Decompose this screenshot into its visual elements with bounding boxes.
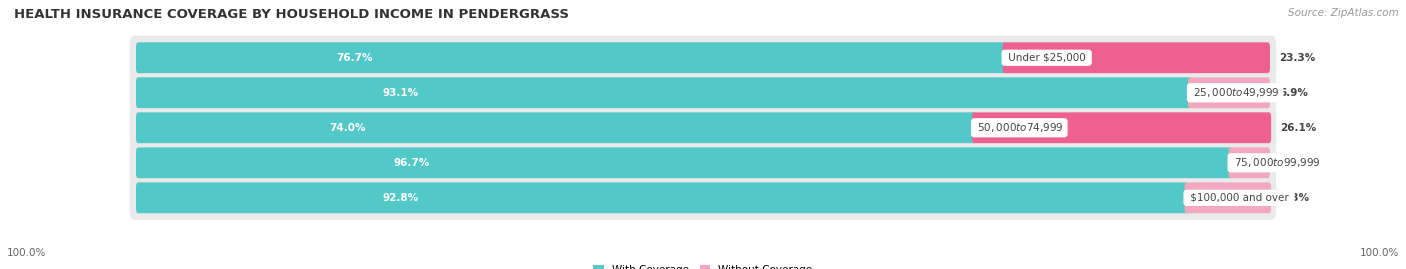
Text: 74.0%: 74.0%: [329, 123, 366, 133]
Text: Source: ZipAtlas.com: Source: ZipAtlas.com: [1288, 8, 1399, 18]
Text: 96.7%: 96.7%: [394, 158, 429, 168]
Text: 76.7%: 76.7%: [336, 53, 373, 63]
Text: $50,000 to $74,999: $50,000 to $74,999: [974, 121, 1064, 134]
FancyBboxPatch shape: [136, 42, 1007, 73]
FancyBboxPatch shape: [1002, 42, 1270, 73]
Text: $25,000 to $49,999: $25,000 to $49,999: [1189, 86, 1281, 99]
Text: $100,000 and over: $100,000 and over: [1187, 193, 1292, 203]
Text: 100.0%: 100.0%: [1360, 248, 1399, 258]
Text: 93.1%: 93.1%: [382, 88, 419, 98]
FancyBboxPatch shape: [1188, 77, 1270, 108]
Text: $75,000 to $99,999: $75,000 to $99,999: [1230, 156, 1322, 169]
FancyBboxPatch shape: [972, 112, 1271, 143]
Text: 23.3%: 23.3%: [1279, 53, 1315, 63]
Text: 100.0%: 100.0%: [7, 248, 46, 258]
FancyBboxPatch shape: [129, 141, 1277, 185]
Text: 3.3%: 3.3%: [1279, 158, 1308, 168]
FancyBboxPatch shape: [129, 36, 1277, 80]
Text: 6.9%: 6.9%: [1279, 88, 1308, 98]
Legend: With Coverage, Without Coverage: With Coverage, Without Coverage: [593, 265, 813, 269]
FancyBboxPatch shape: [136, 147, 1233, 178]
FancyBboxPatch shape: [136, 112, 976, 143]
FancyBboxPatch shape: [129, 176, 1277, 220]
FancyBboxPatch shape: [129, 106, 1277, 150]
FancyBboxPatch shape: [136, 77, 1192, 108]
Text: 7.3%: 7.3%: [1279, 193, 1309, 203]
Text: Under $25,000: Under $25,000: [1005, 53, 1088, 63]
Text: 92.8%: 92.8%: [382, 193, 418, 203]
Text: HEALTH INSURANCE COVERAGE BY HOUSEHOLD INCOME IN PENDERGRASS: HEALTH INSURANCE COVERAGE BY HOUSEHOLD I…: [14, 8, 569, 21]
FancyBboxPatch shape: [129, 71, 1277, 115]
FancyBboxPatch shape: [1184, 182, 1271, 213]
FancyBboxPatch shape: [136, 182, 1188, 213]
Text: 26.1%: 26.1%: [1279, 123, 1316, 133]
FancyBboxPatch shape: [1229, 147, 1270, 178]
